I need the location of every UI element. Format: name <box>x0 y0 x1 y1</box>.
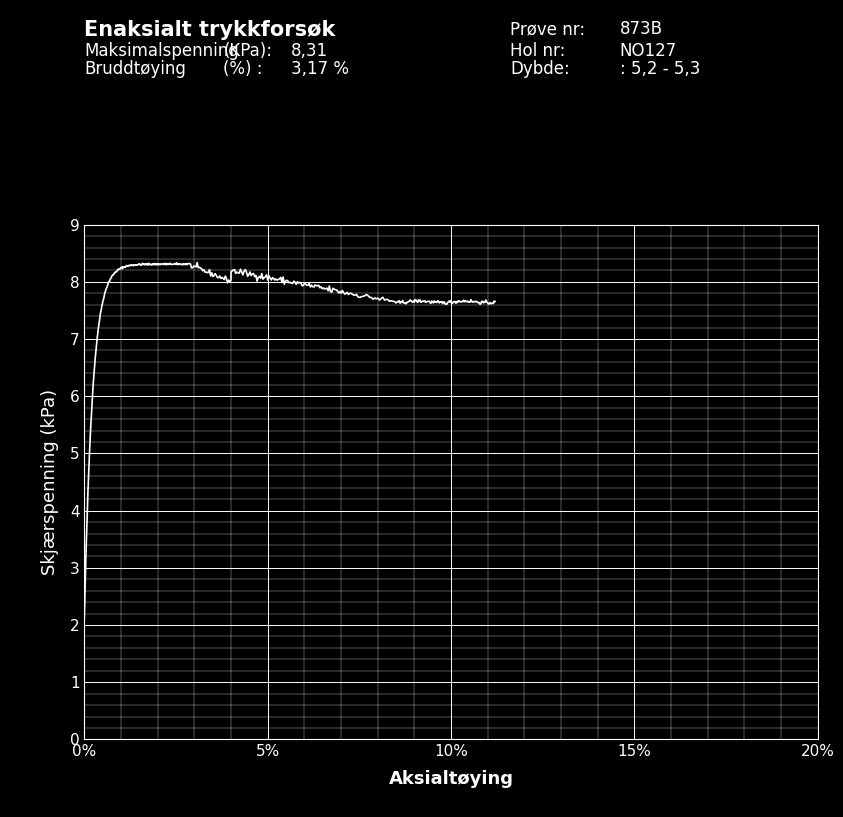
Text: Enaksialt trykkforsøk: Enaksialt trykkforsøk <box>84 20 336 40</box>
Text: : 5,2 - 5,3: : 5,2 - 5,3 <box>620 60 700 78</box>
Text: Bruddtøying: Bruddtøying <box>84 60 186 78</box>
Text: Hol nr:: Hol nr: <box>510 42 566 60</box>
Text: Maksimalspenning: Maksimalspenning <box>84 42 239 60</box>
Text: 873B: 873B <box>620 20 663 38</box>
Text: Prøve nr:: Prøve nr: <box>510 20 585 38</box>
Text: (KPa):: (KPa): <box>223 42 272 60</box>
Text: Dybde:: Dybde: <box>510 60 570 78</box>
X-axis label: Aksialtøying: Aksialtøying <box>389 770 513 788</box>
Text: (%) :: (%) : <box>223 60 263 78</box>
Text: NO127: NO127 <box>620 42 677 60</box>
Y-axis label: Skjærspenning (kPa): Skjærspenning (kPa) <box>40 389 58 575</box>
Text: 8,31: 8,31 <box>291 42 328 60</box>
Text: 3,17 %: 3,17 % <box>291 60 349 78</box>
